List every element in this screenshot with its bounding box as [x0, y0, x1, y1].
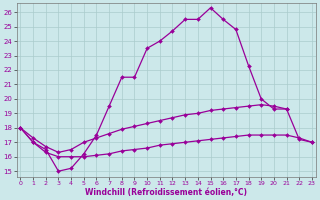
X-axis label: Windchill (Refroidissement éolien,°C): Windchill (Refroidissement éolien,°C) — [85, 188, 247, 197]
